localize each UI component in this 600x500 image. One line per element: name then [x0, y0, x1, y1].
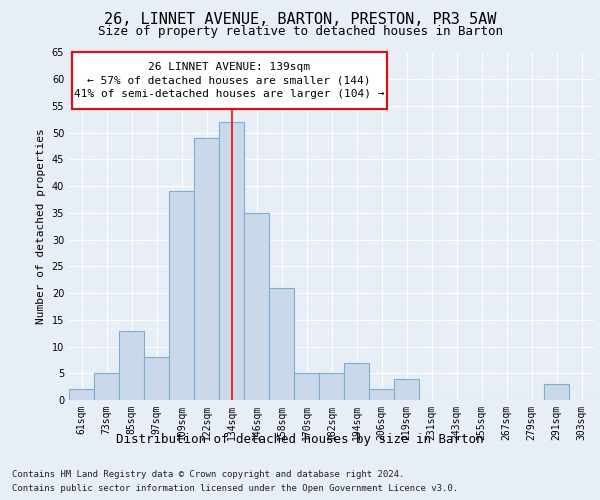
Bar	[369, 390, 394, 400]
Bar	[169, 192, 194, 400]
Text: 26, LINNET AVENUE, BARTON, PRESTON, PR3 5AW: 26, LINNET AVENUE, BARTON, PRESTON, PR3 …	[104, 12, 496, 28]
Bar	[144, 357, 169, 400]
Bar	[544, 384, 569, 400]
Bar	[194, 138, 219, 400]
Bar	[294, 374, 319, 400]
Bar	[119, 330, 144, 400]
Text: Distribution of detached houses by size in Barton: Distribution of detached houses by size …	[116, 432, 484, 446]
Text: 26 LINNET AVENUE: 139sqm
← 57% of detached houses are smaller (144)
41% of semi-: 26 LINNET AVENUE: 139sqm ← 57% of detach…	[74, 62, 384, 99]
Bar	[69, 390, 94, 400]
Bar	[244, 213, 269, 400]
Bar	[344, 362, 369, 400]
Bar	[269, 288, 294, 400]
Text: Contains HM Land Registry data © Crown copyright and database right 2024.: Contains HM Land Registry data © Crown c…	[12, 470, 404, 479]
Text: Size of property relative to detached houses in Barton: Size of property relative to detached ho…	[97, 25, 503, 38]
Y-axis label: Number of detached properties: Number of detached properties	[36, 128, 46, 324]
Bar	[219, 122, 244, 400]
Bar	[94, 374, 119, 400]
FancyBboxPatch shape	[71, 52, 386, 108]
Bar	[394, 378, 419, 400]
Text: Contains public sector information licensed under the Open Government Licence v3: Contains public sector information licen…	[12, 484, 458, 493]
Bar	[319, 374, 344, 400]
